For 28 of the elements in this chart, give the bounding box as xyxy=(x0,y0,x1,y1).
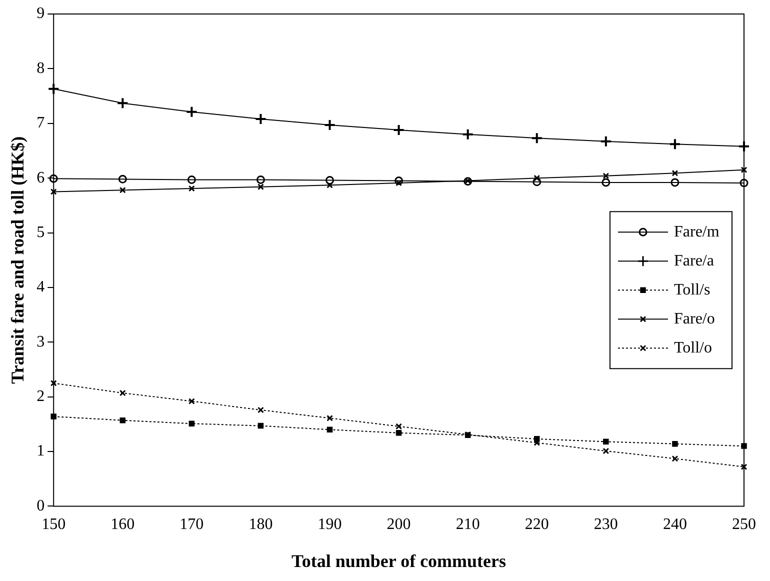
x-tick-label: 150 xyxy=(42,516,66,534)
y-tick-label: 7 xyxy=(36,114,45,132)
x-tick-label: 230 xyxy=(594,516,618,534)
y-tick-label: 8 xyxy=(36,60,45,77)
x-tick-label: 170 xyxy=(180,516,204,534)
legend-label: Fare/m xyxy=(674,223,720,240)
legend-label: Toll/o xyxy=(674,339,712,356)
x-tick-label: 240 xyxy=(662,516,687,534)
y-tick-label: 0 xyxy=(36,497,45,514)
legend-label: Fare/o xyxy=(674,310,715,328)
x-tick-label: 160 xyxy=(110,516,135,534)
x-axis-title: Total number of commuters xyxy=(292,550,506,571)
legend-label: Toll/s xyxy=(674,281,710,298)
x-tick-label: 180 xyxy=(248,516,273,534)
y-axis-title: Transit fare and road toll (HK$) xyxy=(7,136,28,384)
y-tick-label: 6 xyxy=(36,169,45,186)
x-tick-label: 250 xyxy=(732,516,756,534)
y-tick-label: 1 xyxy=(36,442,45,460)
y-tick-label: 9 xyxy=(36,5,45,22)
x-tick-label: 190 xyxy=(318,516,342,534)
x-tick-label: 200 xyxy=(386,516,411,534)
y-tick-label: 5 xyxy=(36,224,45,241)
x-tick-label: 220 xyxy=(524,516,549,534)
y-tick-label: 4 xyxy=(36,278,45,296)
x-tick-label: 210 xyxy=(456,516,480,534)
legend-label: Fare/a xyxy=(674,252,714,270)
y-tick-label: 2 xyxy=(36,388,45,406)
y-tick-label: 3 xyxy=(36,333,45,350)
